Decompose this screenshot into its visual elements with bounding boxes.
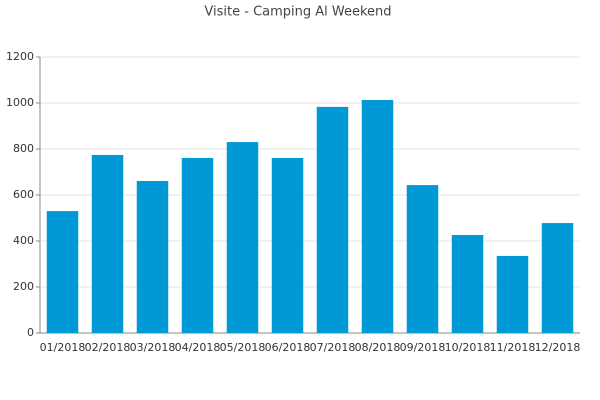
y-tick-label: 600 [13, 188, 34, 201]
x-tick-label: 05/2018 [220, 341, 266, 354]
x-tick-label: 06/2018 [265, 341, 311, 354]
x-tick-label: 09/2018 [400, 341, 446, 354]
y-tick-label: 400 [13, 234, 34, 247]
bar [406, 185, 439, 333]
bar [496, 255, 529, 333]
bar [136, 180, 169, 333]
x-tick-label: 12/2018 [535, 341, 581, 354]
x-tick-label: 02/2018 [85, 341, 131, 354]
bar [271, 157, 304, 333]
y-tick-label: 1200 [6, 50, 34, 63]
bar [451, 235, 484, 333]
bar [541, 223, 574, 333]
y-tick-label: 1000 [6, 96, 34, 109]
x-tick-label: 08/2018 [355, 341, 401, 354]
bar [181, 157, 214, 333]
x-tick-label: 07/2018 [310, 341, 356, 354]
x-tick-label: 11/2018 [490, 341, 536, 354]
x-tick-label: 04/2018 [175, 341, 221, 354]
y-tick-label: 200 [13, 280, 34, 293]
y-tick-label: 800 [13, 142, 34, 155]
bar [91, 154, 124, 333]
chart-title: Visite - Camping Al Weekend [204, 5, 391, 20]
x-tick-label: 03/2018 [130, 341, 176, 354]
x-tick-label: 01/2018 [40, 341, 86, 354]
x-tick-label: 10/2018 [445, 341, 491, 354]
y-tick-label: 0 [27, 326, 34, 339]
bar [46, 211, 79, 333]
bar [316, 106, 349, 333]
bar [226, 142, 259, 333]
bar [361, 100, 394, 333]
